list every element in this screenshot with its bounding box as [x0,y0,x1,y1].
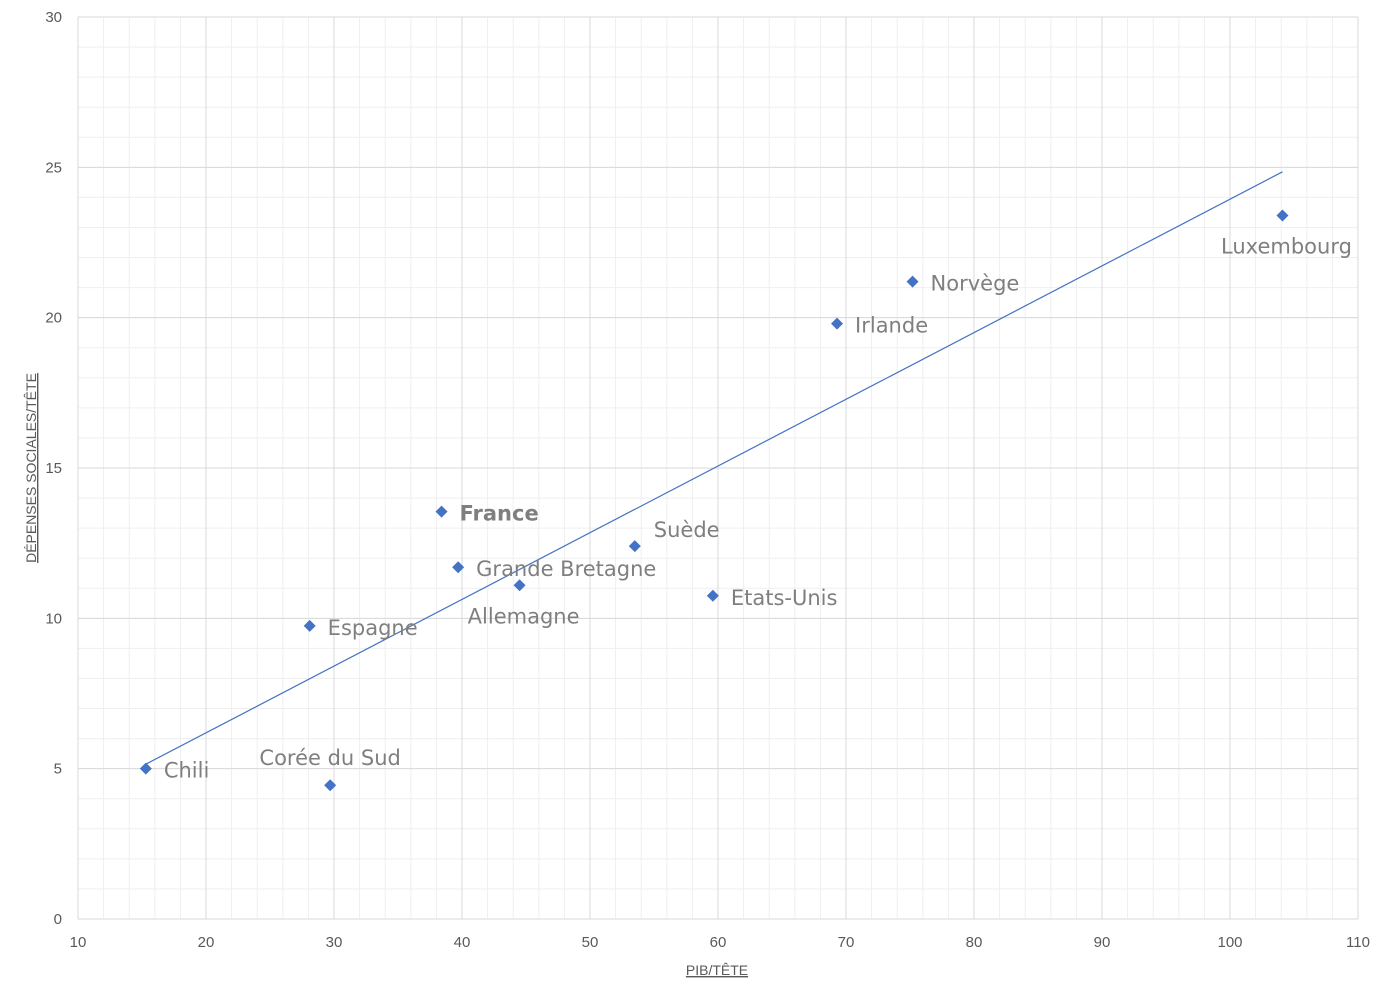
data-point [324,779,337,792]
x-tick-label: 90 [1094,934,1111,951]
data-point [303,619,316,632]
y-tick-label: 25 [45,159,62,176]
point-label: Allemagne [468,604,580,628]
point-label: Espagne [328,616,418,640]
x-tick-label: 50 [582,934,599,951]
y-tick-label: 30 [45,9,62,26]
major-gridlines [77,16,1359,920]
x-tick-label: 10 [70,934,87,951]
y-tick-label: 20 [45,310,62,327]
x-tick-label: 30 [326,934,343,951]
point-label: Suède [654,518,720,542]
data-points [139,209,1289,792]
data-point [706,589,719,602]
point-label: Chili [164,759,209,783]
x-tick-label: 40 [454,934,471,951]
x-tick-label: 70 [838,934,855,951]
y-tick-label: 15 [45,460,62,477]
x-tick-label: 20 [198,934,215,951]
data-point [452,561,465,574]
x-tick-label: 80 [966,934,983,951]
data-point [435,505,448,518]
point-label: Irlande [855,314,928,338]
data-point [513,579,526,592]
x-axis-tick-labels: 10 20 30 40 50 60 70 80 90 100 110 [70,934,1370,951]
y-axis-tick-labels: 0 5 10 15 20 25 30 [45,9,62,928]
data-point [831,317,844,330]
y-axis-title: DÉPENSES SOCIALES/TÊTE [23,373,39,563]
x-axis-title: PIB/TÊTE [686,962,748,978]
data-point [1276,209,1289,222]
y-tick-label: 10 [45,610,62,627]
point-label: Norvège [931,272,1020,296]
point-label: Grande Bretagne [476,557,656,581]
x-tick-label: 110 [1346,934,1370,951]
data-point [628,540,641,553]
y-tick-label: 0 [54,911,62,928]
data-point [906,275,919,288]
x-tick-label: 60 [710,934,727,951]
trendline-path [145,171,1283,765]
y-tick-label: 5 [54,761,62,778]
point-label: France [460,502,539,526]
point-labels: Chili Corée du Sud Espagne France Grande Bre… [164,234,1352,782]
data-point [139,762,152,775]
point-label: Etats-Unis [731,586,838,610]
point-label: Corée du Sud [259,746,400,770]
point-label: Luxembourg [1221,234,1352,258]
x-tick-label: 100 [1217,934,1242,951]
trendline [145,171,1283,765]
